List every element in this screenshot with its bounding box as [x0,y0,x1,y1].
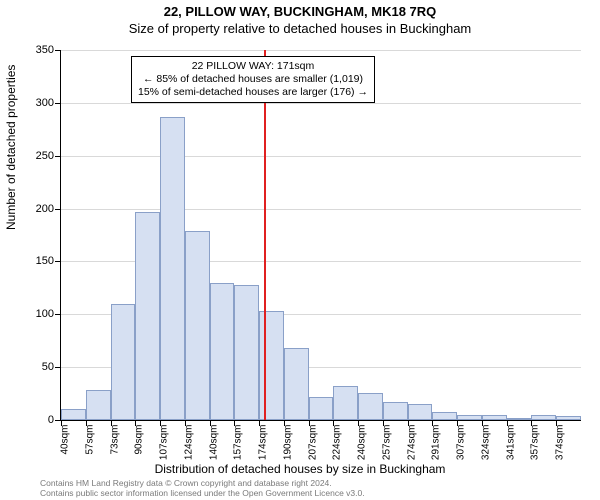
gridline [61,209,581,210]
x-tick-label: 107sqm [159,425,170,461]
y-tick [55,367,61,368]
footer-line-2: Contains public sector information licen… [40,488,590,498]
x-tick-label: 324sqm [480,425,491,461]
x-tick-label: 341sqm [505,425,516,461]
x-tick-label: 57sqm [84,425,95,455]
page-subtitle: Size of property relative to detached ho… [0,21,600,38]
x-tick-label: 257sqm [381,425,392,461]
histogram-bar [482,415,507,420]
histogram-bar [135,212,160,420]
x-tick-label: 307sqm [456,425,467,461]
gridline [61,156,581,157]
histogram-bar [259,311,284,420]
x-tick-label: 90sqm [134,425,145,455]
histogram-bar [408,404,433,420]
histogram-bar [111,304,136,420]
x-tick-label: 274sqm [406,425,417,461]
annotation-line-2: ← 85% of detached houses are smaller (1,… [138,73,368,86]
x-tick-label: 190sqm [282,425,293,461]
histogram-bar [185,231,210,420]
y-tick-label: 150 [16,255,54,267]
annotation-line-1: 22 PILLOW WAY: 171sqm [138,60,368,73]
y-tick-label: 300 [16,97,54,109]
y-tick-label: 100 [16,308,54,320]
y-tick-label: 50 [16,361,54,373]
histogram-bar [383,402,408,420]
histogram-bar [234,285,259,420]
gridline [61,50,581,51]
footer-line-1: Contains HM Land Registry data © Crown c… [40,478,590,488]
x-tick-label: 374sqm [555,425,566,461]
histogram-bar [457,415,482,420]
x-axis-title: Distribution of detached houses by size … [0,462,600,476]
histogram-bar [309,397,334,420]
x-tick-label: 73sqm [109,425,120,455]
histogram-bar [507,418,532,420]
histogram-bar [86,390,111,420]
histogram-bar [358,393,383,420]
y-tick-label: 350 [16,44,54,56]
x-tick-label: 357sqm [530,425,541,461]
x-tick-label: 40sqm [60,425,71,455]
y-tick-label: 250 [16,150,54,162]
y-tick [55,261,61,262]
y-tick [55,50,61,51]
histogram-plot: 05010015020025030035040sqm57sqm73sqm90sq… [60,50,581,421]
histogram-bar [160,117,185,420]
histogram-bar [556,416,581,420]
y-tick [55,103,61,104]
annotation-line-3: 15% of semi-detached houses are larger (… [138,86,368,99]
x-tick-label: 240sqm [357,425,368,461]
reference-line [264,50,266,420]
y-tick-label: 0 [16,414,54,426]
histogram-bar [333,386,358,420]
x-tick-label: 157sqm [233,425,244,461]
x-tick-label: 207sqm [307,425,318,461]
x-tick-label: 174sqm [258,425,269,461]
x-tick-label: 291sqm [431,425,442,461]
x-tick-label: 224sqm [332,425,343,461]
y-tick [55,156,61,157]
histogram-bar [284,348,309,420]
histogram-bar [210,283,235,420]
footer-attribution: Contains HM Land Registry data © Crown c… [40,478,590,498]
histogram-bar [61,409,86,420]
y-tick [55,209,61,210]
page-title: 22, PILLOW WAY, BUCKINGHAM, MK18 7RQ [0,0,600,21]
annotation-box: 22 PILLOW WAY: 171sqm← 85% of detached h… [131,56,375,103]
histogram-bar [531,415,556,420]
y-tick-label: 200 [16,203,54,215]
x-tick-label: 140sqm [208,425,219,461]
histogram-bar [432,412,457,420]
x-tick-label: 124sqm [183,425,194,461]
y-tick [55,314,61,315]
